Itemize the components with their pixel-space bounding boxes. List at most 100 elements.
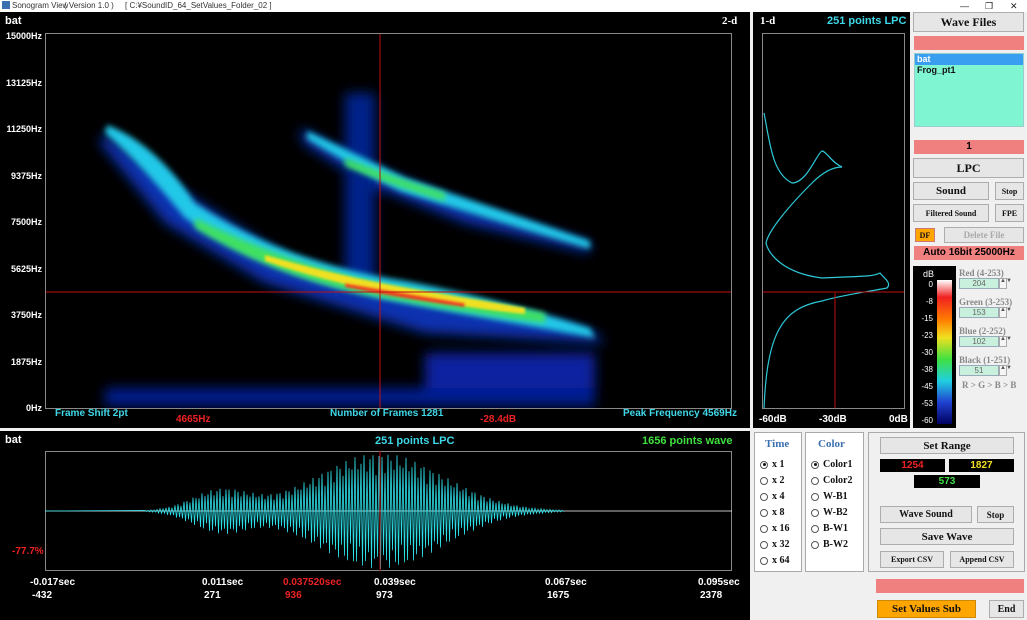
app-icon xyxy=(2,1,10,9)
color-scheme-option[interactable]: B-W2 xyxy=(811,539,848,550)
wave-file-list[interactable]: bat Frog_pt1 xyxy=(914,53,1024,127)
sound-stop-button[interactable]: Stop xyxy=(995,182,1024,200)
frame-shift-label: Frame Shift 2pt xyxy=(55,408,128,419)
time-scale-option[interactable]: x 32 xyxy=(760,539,790,550)
spectrogram-y-tick: 5625Hz xyxy=(10,263,42,274)
spectrogram-y-tick: 15000Hz xyxy=(5,31,42,41)
radio-icon[interactable] xyxy=(760,492,768,501)
time-scale-option[interactable]: x 2 xyxy=(760,475,785,486)
colorbar-tick: -8 xyxy=(925,297,933,306)
green-label: Green (3-253) xyxy=(959,297,1013,307)
green-value[interactable]: 153 xyxy=(959,307,999,318)
cursor-db: -28.4dB xyxy=(480,414,517,425)
save-wave-button[interactable]: Save Wave xyxy=(880,528,1014,545)
color-scheme-option[interactable]: W-B2 xyxy=(811,507,848,518)
time-scale-option[interactable]: x 64 xyxy=(760,555,790,566)
radio-icon[interactable] xyxy=(811,492,819,501)
color-group-title: Color xyxy=(818,438,845,450)
spectrogram-y-tick: 0Hz xyxy=(25,403,42,413)
black-value[interactable]: 51 xyxy=(959,365,999,376)
wave-level: -77.7% xyxy=(12,546,44,557)
wave-stop-button[interactable]: Stop xyxy=(977,506,1014,523)
radio-icon[interactable] xyxy=(811,524,819,533)
spectrogram-panel[interactable]: bat 2-d 15000Hz 13125Hz 11250Hz 9375Hz 7500H… xyxy=(0,12,750,428)
red-value[interactable]: 204 xyxy=(959,278,999,289)
color-scheme-option[interactable]: Color2 xyxy=(811,475,852,486)
frames-count: Number of Frames 1281 xyxy=(330,408,444,419)
lpc-spectrum-plot[interactable] xyxy=(762,33,905,409)
wave-sound-button[interactable]: Wave Sound xyxy=(880,506,972,523)
spectrogram-yellow-core xyxy=(265,255,525,314)
lpc-panel-title: 251 points LPC xyxy=(827,15,907,27)
time-scale-option[interactable]: x 4 xyxy=(760,491,785,502)
fpe-button[interactable]: FPE xyxy=(995,204,1024,222)
wave-time-tick: 0.095sec xyxy=(698,577,740,588)
radio-icon[interactable] xyxy=(811,460,819,469)
spectrogram-mode: 2-d xyxy=(722,15,738,27)
radio-icon[interactable] xyxy=(811,476,819,485)
file-list-item-frog[interactable]: Frog_pt1 xyxy=(917,65,956,75)
window-titlebar: Sonogram View ( Version 1.0 ) [ C:¥Sound… xyxy=(0,0,1027,12)
filtered-sound-button[interactable]: Filtered Sound xyxy=(913,204,989,222)
append-csv-button[interactable]: Append CSV xyxy=(950,551,1014,568)
file-name-field[interactable] xyxy=(914,36,1024,50)
lpc-button[interactable]: LPC xyxy=(913,158,1024,178)
folder-path: [ C:¥SoundID_64_SetValues_Folder_02 ] xyxy=(125,1,272,10)
sound-button[interactable]: Sound xyxy=(913,182,989,200)
radio-icon[interactable] xyxy=(811,508,819,517)
blue-label: Blue (2-252) xyxy=(959,326,1006,336)
wave-time-tick: 0.039sec xyxy=(374,577,416,588)
time-scale-option[interactable]: x 1 xyxy=(760,459,785,470)
waveform-panel[interactable]: bat 251 points LPC 1656 points wave -77.… xyxy=(0,431,750,620)
time-scale-option[interactable]: x 8 xyxy=(760,507,785,518)
radio-icon[interactable] xyxy=(760,476,768,485)
time-scale-option[interactable]: x 16 xyxy=(760,523,790,534)
status-field xyxy=(876,579,1024,593)
lpc-spectrum-panel[interactable]: 1-d 251 points LPC -60dB -30dB 0dB xyxy=(753,12,910,428)
db-colorbar-panel: dB 0 -8 -15 -23 -30 -38 -45 -53 -60 xyxy=(913,266,956,428)
color-scheme-option[interactable]: Color1 xyxy=(811,459,852,470)
color-scheme-option-label: B-W1 xyxy=(823,523,848,534)
time-scale-option-label: x 1 xyxy=(772,459,785,470)
red-spin-arrows-icon[interactable]: ▲▼ xyxy=(999,278,1012,289)
time-scale-option-label: x 4 xyxy=(772,491,785,502)
green-spin-arrows-icon[interactable]: ▲▼ xyxy=(999,307,1012,318)
radio-icon[interactable] xyxy=(760,524,768,533)
set-values-sub-button[interactable]: Set Values Sub xyxy=(877,600,976,618)
spectrogram-file-name: bat xyxy=(5,15,22,27)
minimize-icon[interactable]: — xyxy=(960,1,969,11)
radio-icon[interactable] xyxy=(760,540,768,549)
spectrogram-y-tick: 7500Hz xyxy=(10,217,42,227)
red-label: Red (4-253) xyxy=(959,268,1004,278)
wave-sample-tick: 936 xyxy=(285,590,302,601)
radio-icon[interactable] xyxy=(760,508,768,517)
colorbar-unit: dB xyxy=(923,269,935,279)
colorbar-tick: -30 xyxy=(921,348,933,357)
time-scale-option-label: x 2 xyxy=(772,475,785,486)
restore-icon[interactable]: ❐ xyxy=(985,1,994,11)
blue-value[interactable]: 102 xyxy=(959,336,999,347)
waveform-plot[interactable] xyxy=(45,451,732,571)
blue-spin-arrows-icon[interactable]: ▲▼ xyxy=(999,336,1012,347)
end-button[interactable]: End xyxy=(989,600,1024,618)
radio-icon[interactable] xyxy=(760,460,768,469)
radio-icon[interactable] xyxy=(811,540,819,549)
spectrogram-image[interactable] xyxy=(45,33,732,409)
radio-icon[interactable] xyxy=(760,556,768,565)
df-button[interactable]: DF xyxy=(915,228,935,242)
close-icon[interactable]: ✕ xyxy=(1010,1,1018,11)
wave-points-label: 1656 points wave xyxy=(642,435,733,447)
spectrogram-frame xyxy=(45,33,732,409)
set-range-button[interactable]: Set Range xyxy=(880,437,1014,454)
delete-file-button[interactable]: Delete File xyxy=(944,227,1024,243)
wave-files-button[interactable]: Wave Files xyxy=(913,12,1024,32)
wave-time-tick: 0.037520sec xyxy=(283,577,342,588)
color-scheme-option[interactable]: W-B1 xyxy=(811,491,848,502)
lpc-tick-mid: -30dB xyxy=(819,414,847,425)
color-scheme-option[interactable]: B-W1 xyxy=(811,523,848,534)
color-order-note: R > G > B > B xyxy=(962,380,1017,390)
time-scale-option-label: x 16 xyxy=(772,523,790,534)
black-spin-arrows-icon[interactable]: ▲▼ xyxy=(999,365,1012,376)
export-csv-button[interactable]: Export CSV xyxy=(880,551,944,568)
file-list-item-bat[interactable]: bat xyxy=(915,54,1023,65)
